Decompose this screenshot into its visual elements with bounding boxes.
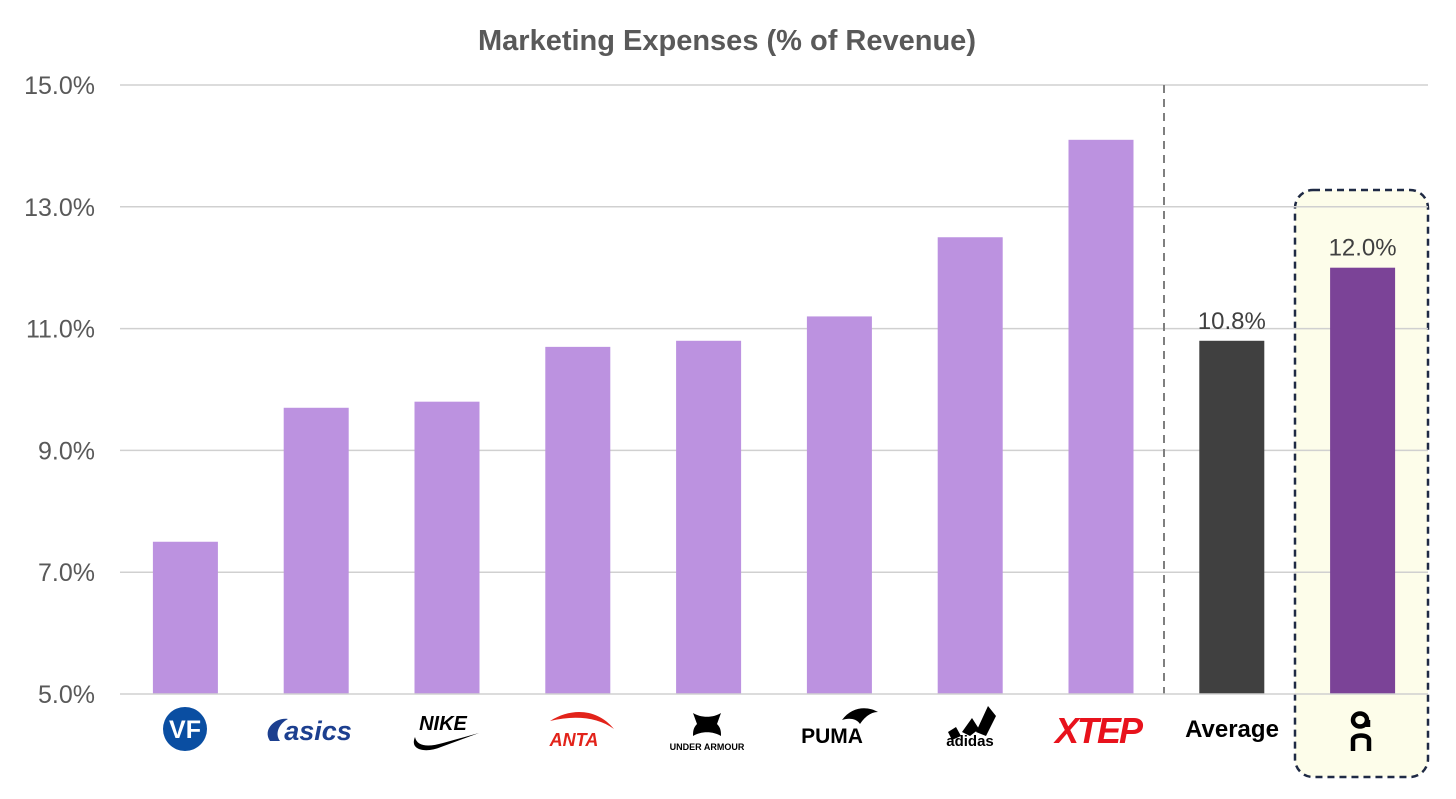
nike-logo-icon: NIKE [413,713,479,751]
bars [152,139,1396,694]
anta-logo-icon: ANTA [549,711,614,750]
adidas-logo-icon: adidas [946,706,996,750]
data-label: 10.8% [1198,308,1266,335]
puma-logo-text: PUMA [801,725,863,748]
anta-logo-text: ANTA [549,730,599,750]
bar-asics [283,407,349,694]
xtep-logo-text: XTEP [1053,710,1144,751]
bar-puma [806,316,872,694]
y-tick-label: 9.0% [38,437,95,465]
y-tick-label: 15.0% [24,72,95,100]
bar-vf [152,541,218,694]
data-labels: 10.8% 12.0% [1198,235,1397,335]
vf-logo-text: VF [169,716,201,744]
under-armour-logo-text: UNDER ARMOUR [670,742,745,752]
chart-title: Marketing Expenses (% of Revenue) [478,25,976,57]
category-label-average: Average [1185,716,1279,743]
y-tick-label: 11.0% [26,316,95,344]
bar-adidas [937,237,1003,694]
asics-logo-text: asics [284,716,352,746]
y-tick-label: 13.0% [24,194,95,222]
bar-anta [545,346,611,694]
y-axis-ticks: 5.0% 7.0% 9.0% 11.0% 13.0% 15.0% [24,72,95,709]
bar-on [1330,267,1396,694]
bar-average [1199,340,1265,694]
bar-under-armour [676,340,742,694]
vf-logo-icon: VF [163,707,207,751]
y-tick-label: 5.0% [38,681,95,709]
xtep-logo-icon: XTEP [1053,710,1146,751]
bar-xtep [1068,139,1134,694]
on-logo-icon [1350,711,1372,751]
bar-nike [414,401,480,694]
nike-logo-text: NIKE [419,713,467,735]
asics-logo-icon: asics [267,716,352,746]
under-armour-logo-icon: UNDER ARMOUR [670,713,745,752]
puma-logo-icon: PUMA [801,708,878,748]
data-label: 12.0% [1329,235,1397,262]
category-axis: VF asics NIKE ANTA UNDER ARMOUR PUMA [163,706,1372,752]
y-tick-label: 7.0% [38,559,95,587]
adidas-logo-text: adidas [946,733,994,750]
